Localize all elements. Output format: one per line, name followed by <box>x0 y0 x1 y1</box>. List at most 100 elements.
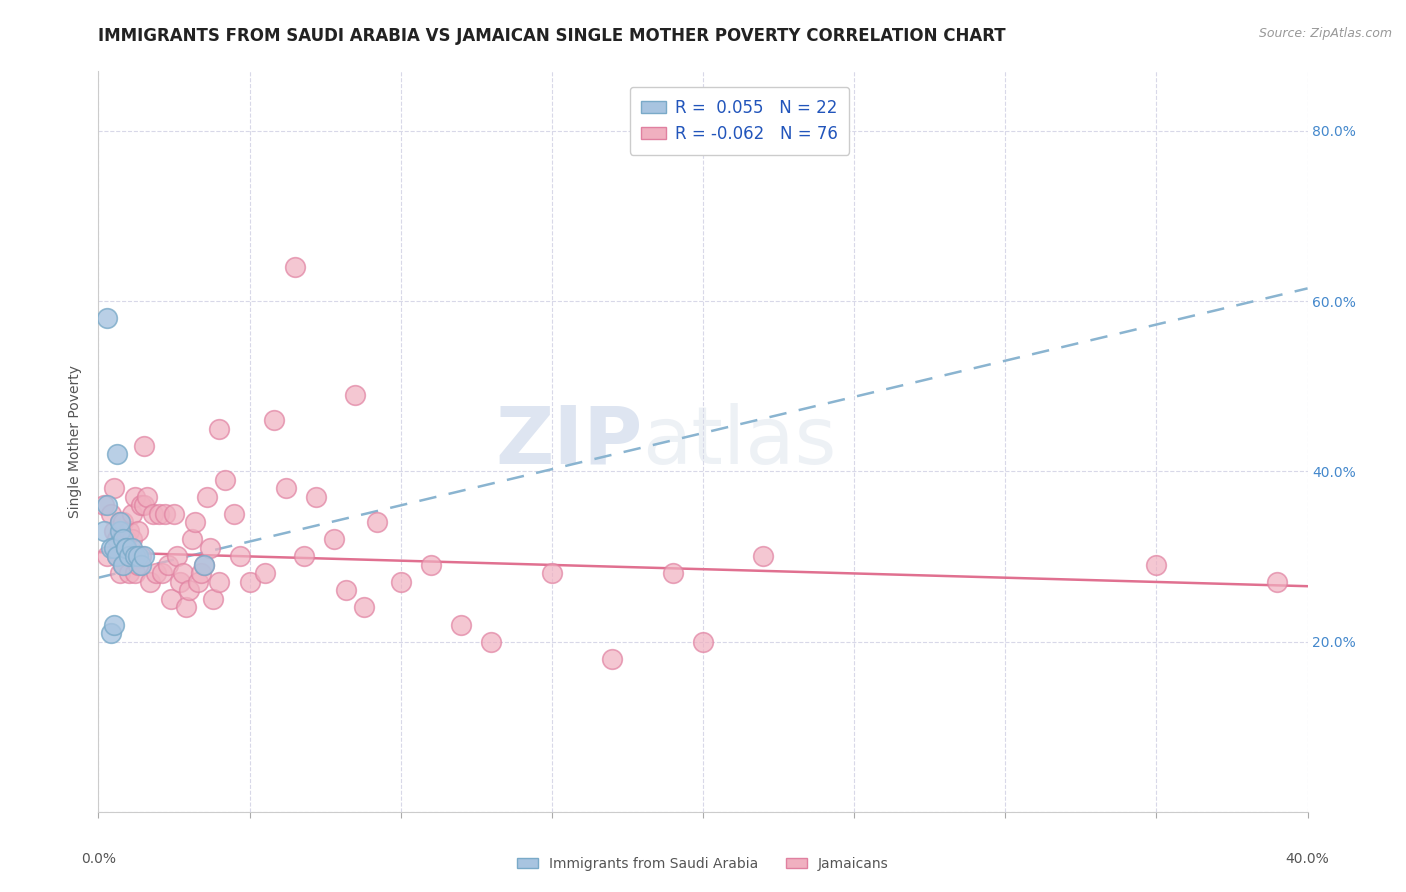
Point <box>284 260 307 274</box>
Point <box>160 591 183 606</box>
Point <box>274 481 297 495</box>
Point <box>105 549 128 564</box>
Point <box>335 583 357 598</box>
Point <box>450 617 472 632</box>
Point <box>153 507 176 521</box>
Point <box>145 566 167 581</box>
Point <box>181 533 204 547</box>
Legend: Immigrants from Saudi Arabia, Jamaicans: Immigrants from Saudi Arabia, Jamaicans <box>512 851 894 876</box>
Point <box>118 524 141 538</box>
Point <box>163 507 186 521</box>
Point <box>323 533 346 547</box>
Point <box>540 566 562 581</box>
Point <box>121 541 143 555</box>
Point <box>105 447 128 461</box>
Point <box>121 533 143 547</box>
Text: ZIP: ZIP <box>495 402 643 481</box>
Text: 0.0%: 0.0% <box>82 853 115 866</box>
Point <box>389 574 412 589</box>
Point <box>135 490 157 504</box>
Point <box>174 600 197 615</box>
Point <box>214 473 236 487</box>
Point <box>229 549 252 564</box>
Point <box>224 507 246 521</box>
Point <box>253 566 276 581</box>
Point <box>481 634 503 648</box>
Point <box>121 507 143 521</box>
Y-axis label: Single Mother Poverty: Single Mother Poverty <box>69 365 83 518</box>
Point <box>132 499 155 513</box>
Point <box>366 516 388 530</box>
Point <box>193 558 215 572</box>
Point <box>195 490 218 504</box>
Point <box>103 524 125 538</box>
Point <box>692 634 714 648</box>
Point <box>118 549 141 564</box>
Point <box>150 566 173 581</box>
Point <box>179 583 201 598</box>
Point <box>111 516 134 530</box>
Point <box>166 549 188 564</box>
Point <box>208 422 231 436</box>
Point <box>193 558 215 572</box>
Point <box>156 558 179 572</box>
Point <box>111 533 134 547</box>
Point <box>100 626 122 640</box>
Point <box>129 499 152 513</box>
Text: IMMIGRANTS FROM SAUDI ARABIA VS JAMAICAN SINGLE MOTHER POVERTY CORRELATION CHART: IMMIGRANTS FROM SAUDI ARABIA VS JAMAICAN… <box>98 27 1007 45</box>
Point <box>129 558 152 572</box>
Point <box>103 617 125 632</box>
Legend: R =  0.055   N = 22, R = -0.062   N = 76: R = 0.055 N = 22, R = -0.062 N = 76 <box>630 87 849 155</box>
Point <box>172 566 194 581</box>
Point <box>100 507 122 521</box>
Point <box>661 566 683 581</box>
Point <box>108 516 131 530</box>
Point <box>93 524 115 538</box>
Point <box>292 549 315 564</box>
Point <box>105 533 128 547</box>
Point <box>148 507 170 521</box>
Point <box>96 549 118 564</box>
Point <box>239 574 262 589</box>
Point <box>100 541 122 555</box>
Point <box>124 566 146 581</box>
Point <box>602 651 624 665</box>
Point <box>353 600 375 615</box>
Text: Source: ZipAtlas.com: Source: ZipAtlas.com <box>1258 27 1392 40</box>
Text: 40.0%: 40.0% <box>1285 853 1330 866</box>
Point <box>263 413 285 427</box>
Point <box>305 490 328 504</box>
Point <box>111 558 134 572</box>
Point <box>108 566 131 581</box>
Point <box>184 516 207 530</box>
Point <box>127 549 149 564</box>
Point <box>124 490 146 504</box>
Point <box>1144 558 1167 572</box>
Point <box>344 388 367 402</box>
Point <box>114 541 136 555</box>
Point <box>118 566 141 581</box>
Point <box>124 549 146 564</box>
Point <box>187 574 209 589</box>
Point <box>200 541 222 555</box>
Point <box>132 549 155 564</box>
Point <box>752 549 775 564</box>
Point <box>139 574 162 589</box>
Point <box>96 311 118 326</box>
Point <box>108 516 131 530</box>
Point <box>190 566 212 581</box>
Point <box>420 558 443 572</box>
Point <box>105 549 128 564</box>
Point <box>103 481 125 495</box>
Point <box>127 524 149 538</box>
Point <box>202 591 225 606</box>
Point <box>96 499 118 513</box>
Point <box>108 524 131 538</box>
Point <box>142 507 165 521</box>
Point <box>114 541 136 555</box>
Point <box>129 549 152 564</box>
Point <box>127 558 149 572</box>
Point <box>208 574 231 589</box>
Point <box>103 541 125 555</box>
Point <box>114 533 136 547</box>
